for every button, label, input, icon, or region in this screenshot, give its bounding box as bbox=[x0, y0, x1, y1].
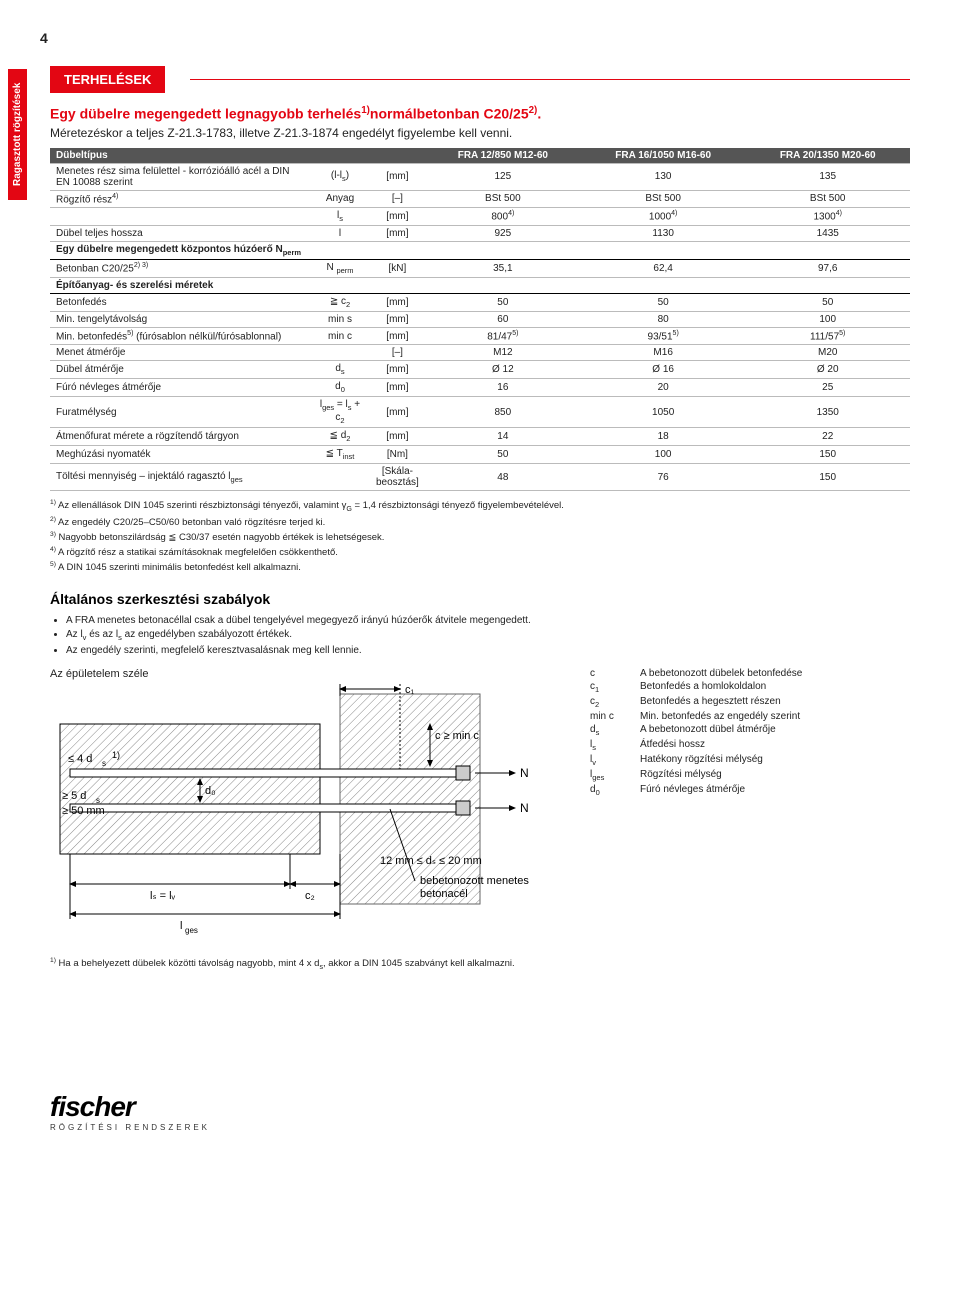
svg-text:c ≥ min c: c ≥ min c bbox=[435, 730, 479, 742]
figure-footnote: 1) Ha a behelyezett dübelek közötti távo… bbox=[50, 957, 910, 971]
rules-list: A FRA menetes betonacéllal csak a dübel … bbox=[50, 615, 910, 656]
svg-text:betonacél: betonacél bbox=[420, 888, 468, 900]
svg-text:≤ 4 d: ≤ 4 d bbox=[68, 753, 92, 765]
svg-text:d₀: d₀ bbox=[205, 785, 216, 797]
section-tag: TERHELÉSEK bbox=[50, 66, 165, 93]
brand-tagline: RÖGZÍTÉSI RENDSZEREK bbox=[50, 1123, 910, 1132]
table-footnotes: 1) Az ellenállások DIN 1045 szerinti rés… bbox=[50, 499, 910, 575]
side-tab: Ragasztott rögzítések bbox=[8, 69, 27, 200]
svg-text:s: s bbox=[102, 759, 106, 768]
svg-text:≥ 50 mm: ≥ 50 mm bbox=[62, 805, 105, 817]
figure-caption: Az épületelem széle bbox=[50, 668, 570, 680]
main-title-1: Egy dübelre megengedett legnagyobb terhe… bbox=[50, 105, 910, 122]
svg-text:N: N bbox=[520, 766, 529, 780]
svg-text:1): 1) bbox=[112, 750, 120, 760]
svg-text:s: s bbox=[96, 796, 100, 805]
svg-text:12 mm ≤ dₛ ≤ 20 mm: 12 mm ≤ dₛ ≤ 20 mm bbox=[380, 855, 482, 867]
load-table: DübeltípusFRA 12/850 M12-60FRA 16/1050 M… bbox=[50, 148, 910, 492]
svg-text:bebetonozott menetes: bebetonozott menetes bbox=[420, 875, 529, 887]
svg-text:c₂: c₂ bbox=[305, 890, 315, 902]
page-number: 4 bbox=[40, 30, 910, 46]
svg-text:l: l bbox=[180, 920, 182, 932]
footer: fischer RÖGZÍTÉSI RENDSZEREK bbox=[50, 1091, 910, 1132]
svg-text:N: N bbox=[520, 801, 529, 815]
svg-text:ges: ges bbox=[185, 926, 198, 935]
svg-text:lₛ = lᵥ: lₛ = lᵥ bbox=[150, 890, 176, 902]
brand-logo: fischer bbox=[50, 1091, 910, 1123]
main-title-2: Méretezéskor a teljes Z-21.3-1783, illet… bbox=[50, 126, 910, 140]
svg-text:≥ 5 d: ≥ 5 d bbox=[62, 790, 86, 802]
svg-text:c₁: c₁ bbox=[405, 684, 415, 696]
diagram-legend: cA bebetonozott dübelek betonfedésec1Bet… bbox=[590, 668, 802, 799]
rules-heading: Általános szerkesztési szabályok bbox=[50, 591, 910, 607]
diagram: N N c₁ c ≥ min c ≤ 4 d s 1) ≥ 5 d s ≥ 50 m… bbox=[50, 684, 570, 944]
